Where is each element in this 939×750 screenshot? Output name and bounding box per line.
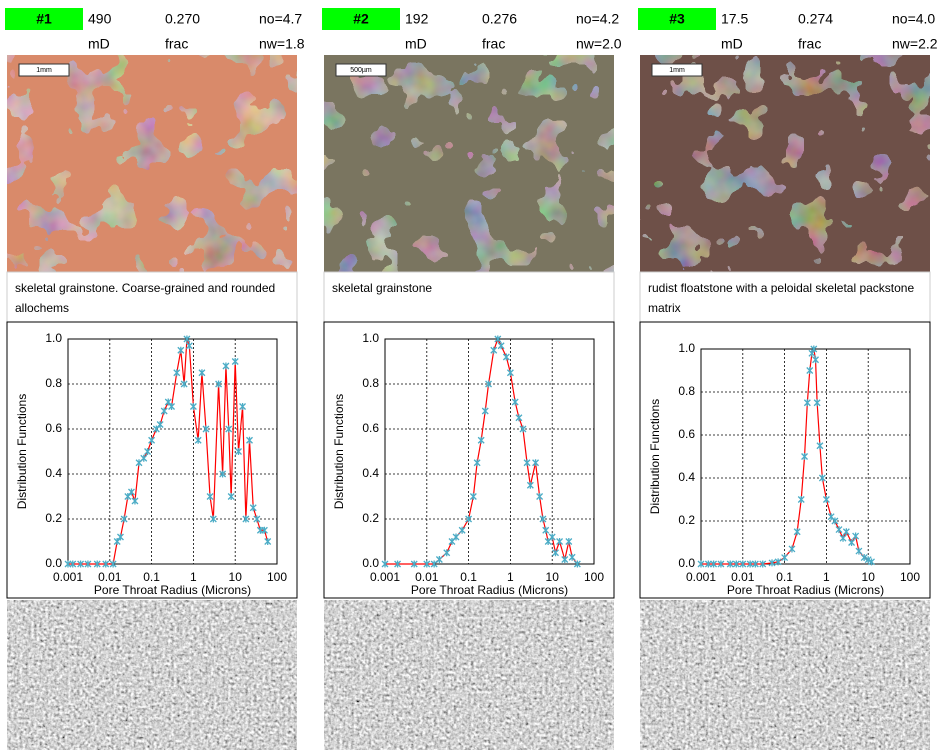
nw-exponent: nw=2.0 bbox=[576, 36, 622, 52]
poro-unit: frac bbox=[165, 36, 188, 52]
caption: skeletal grainstone bbox=[324, 274, 614, 302]
permeability: 17.5 bbox=[721, 11, 748, 27]
x-tick-label: 0.001 bbox=[53, 570, 83, 584]
y-axis-label: Distribution Functions bbox=[15, 394, 29, 509]
y-tick-label: 0.4 bbox=[45, 466, 62, 480]
y-tick-label: 0.2 bbox=[45, 511, 62, 525]
porosity: 0.274 bbox=[798, 11, 833, 27]
x-tick-label: 0.01 bbox=[731, 570, 755, 584]
scale-label: 1mm bbox=[669, 67, 685, 74]
y-tick-label: 0.6 bbox=[678, 427, 695, 441]
y-tick-label: 0.8 bbox=[45, 376, 62, 390]
scale-label: 1mm bbox=[36, 67, 52, 74]
permeability: 490 bbox=[88, 11, 112, 27]
nw-exponent: nw=1.8 bbox=[259, 36, 305, 52]
caption-holder: skeletal grainstone bbox=[324, 274, 614, 322]
y-tick-label: 0.0 bbox=[678, 556, 695, 570]
x-tick-label: 1 bbox=[190, 570, 197, 584]
ct-image bbox=[324, 600, 614, 750]
sample-id: #2 bbox=[353, 11, 369, 27]
figure: #1 490 0.270 no=4.7 mD frac nw=1.8 1mm skeletal … bbox=[0, 0, 939, 750]
x-tick-label: 0.1 bbox=[460, 570, 477, 584]
x-tick-label: 100 bbox=[267, 570, 287, 584]
scale-label: 500µm bbox=[350, 67, 372, 74]
y-axis-label: Distribution Functions bbox=[648, 399, 662, 514]
photo-grains bbox=[324, 55, 614, 272]
x-tick-label: 100 bbox=[584, 570, 604, 584]
y-tick-label: 0.0 bbox=[45, 556, 62, 570]
y-tick-label: 1.0 bbox=[362, 331, 379, 345]
y-tick-label: 0.8 bbox=[362, 376, 379, 390]
nw-exponent: nw=2.2 bbox=[892, 36, 938, 52]
y-tick-label: 0.8 bbox=[678, 384, 695, 398]
caption-holder: skeletal grainstone. Coarse-grained and … bbox=[7, 274, 297, 322]
sample-id: #1 bbox=[36, 11, 52, 27]
y-tick-label: 1.0 bbox=[678, 341, 695, 355]
porosity: 0.270 bbox=[165, 11, 200, 27]
no-exponent: no=4.2 bbox=[576, 11, 619, 27]
y-tick-label: 1.0 bbox=[45, 331, 62, 345]
x-tick-label: 10 bbox=[229, 570, 243, 584]
perm-unit: mD bbox=[405, 36, 427, 52]
no-exponent: no=4.7 bbox=[259, 11, 302, 27]
x-axis-label: Pore Throat Radius (Microns) bbox=[411, 583, 568, 597]
x-tick-label: 0.001 bbox=[370, 570, 400, 584]
caption: skeletal grainstone. Coarse-grained and … bbox=[7, 274, 297, 322]
permeability: 192 bbox=[405, 11, 429, 27]
y-tick-label: 0.2 bbox=[678, 513, 695, 527]
x-tick-label: 0.1 bbox=[143, 570, 160, 584]
y-tick-label: 0.2 bbox=[362, 511, 379, 525]
y-tick-label: 0.6 bbox=[45, 421, 62, 435]
photo-grains bbox=[7, 55, 297, 272]
y-tick-label: 0.0 bbox=[362, 556, 379, 570]
x-tick-label: 10 bbox=[862, 570, 876, 584]
ct-image bbox=[640, 600, 930, 750]
ct-image bbox=[7, 600, 297, 750]
photo-grains bbox=[640, 55, 930, 272]
no-exponent: no=4.0 bbox=[892, 11, 935, 27]
sample-id: #3 bbox=[669, 11, 685, 27]
caption-holder: rudist floatstone with a peloidal skelet… bbox=[640, 274, 930, 322]
x-tick-label: 10 bbox=[546, 570, 560, 584]
x-tick-label: 100 bbox=[900, 570, 920, 584]
x-tick-label: 0.1 bbox=[776, 570, 793, 584]
poro-unit: frac bbox=[798, 36, 821, 52]
x-tick-label: 0.01 bbox=[98, 570, 122, 584]
perm-unit: mD bbox=[88, 36, 110, 52]
x-tick-label: 1 bbox=[823, 570, 830, 584]
y-tick-label: 0.4 bbox=[678, 470, 695, 484]
y-axis-label: Distribution Functions bbox=[332, 394, 346, 509]
x-tick-label: 1 bbox=[507, 570, 514, 584]
y-tick-label: 0.4 bbox=[362, 466, 379, 480]
caption: rudist floatstone with a peloidal skelet… bbox=[640, 274, 930, 322]
poro-unit: frac bbox=[482, 36, 505, 52]
y-tick-label: 0.6 bbox=[362, 421, 379, 435]
x-tick-label: 0.01 bbox=[415, 570, 439, 584]
x-axis-label: Pore Throat Radius (Microns) bbox=[94, 583, 251, 597]
x-tick-label: 0.001 bbox=[686, 570, 716, 584]
page: #1 490 0.270 no=4.7 mD frac nw=1.8 1mm skeletal … bbox=[0, 0, 939, 750]
porosity: 0.276 bbox=[482, 11, 517, 27]
x-axis-label: Pore Throat Radius (Microns) bbox=[727, 583, 884, 597]
perm-unit: mD bbox=[721, 36, 743, 52]
